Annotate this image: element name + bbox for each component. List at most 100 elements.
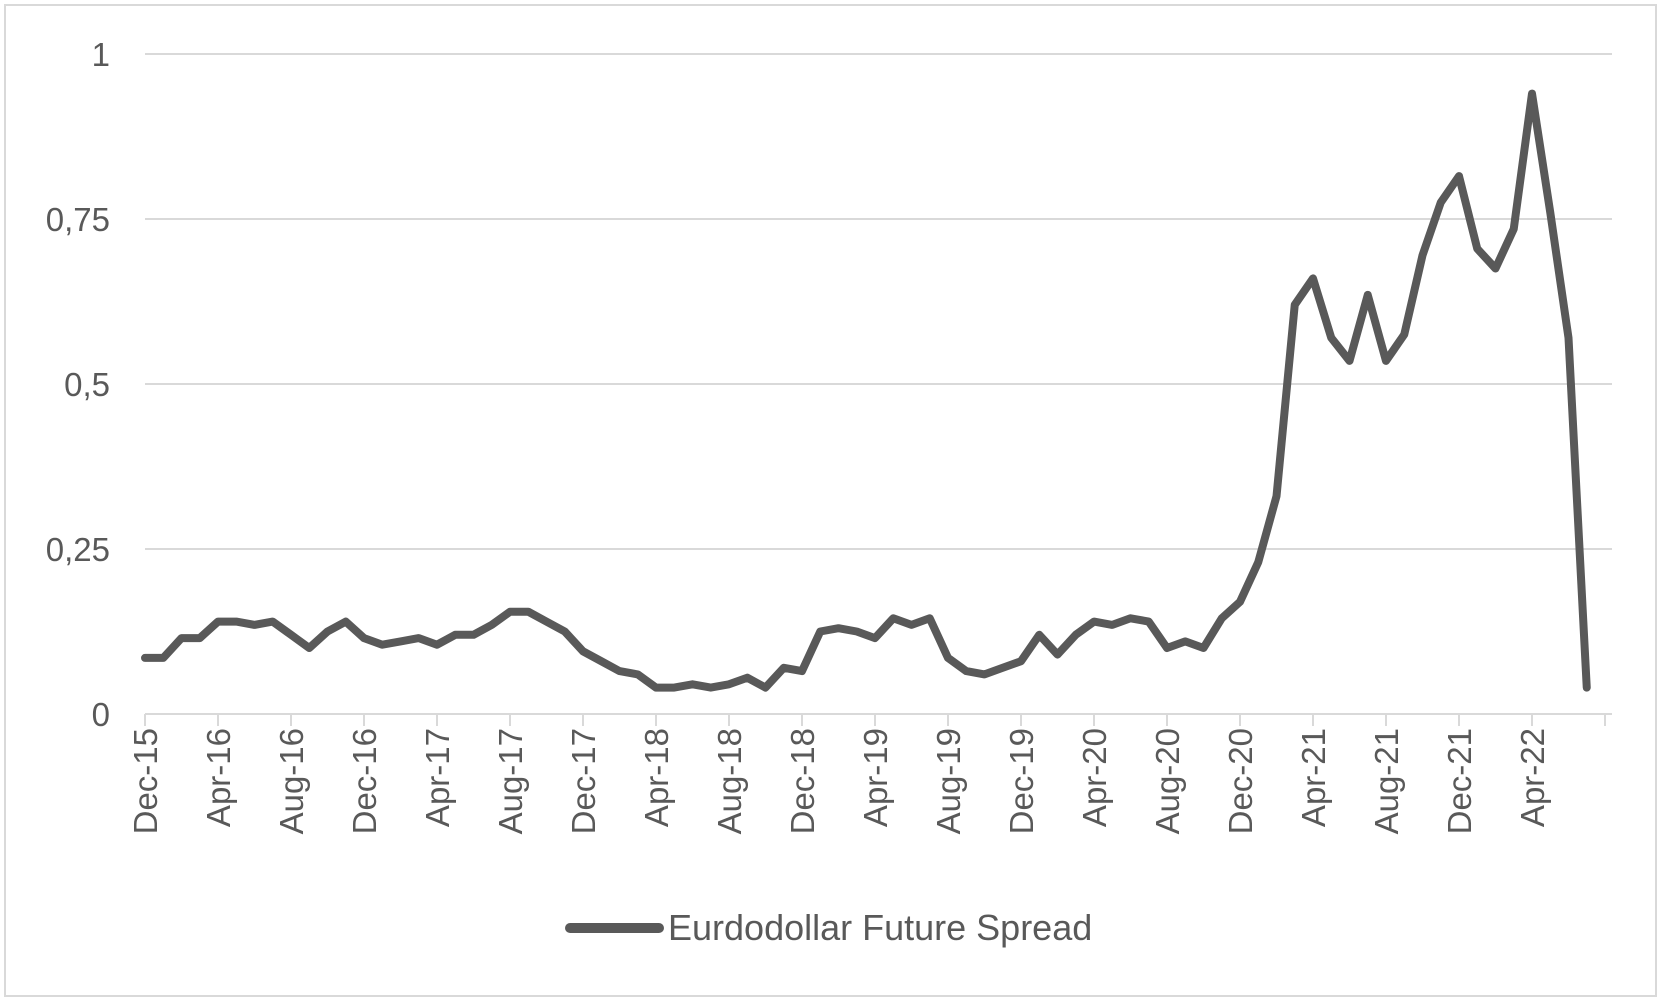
x-tick-label: Dec-17	[565, 728, 602, 834]
data-point	[306, 645, 312, 651]
data-point	[598, 658, 604, 664]
data-point	[1109, 622, 1115, 628]
data-point	[909, 622, 915, 628]
y-tick-label: 0,75	[46, 201, 110, 238]
data-point	[1292, 302, 1298, 308]
data-point	[1547, 209, 1553, 215]
data-point	[1128, 615, 1134, 621]
data-point	[1274, 493, 1280, 499]
y-tick-label: 0	[92, 696, 110, 733]
x-axis: Dec-15 Apr-16 Aug-16 Dec-16 Apr-17 Aug-17 Dec-…	[127, 713, 1612, 834]
x-tick-label: Dec-16	[346, 728, 383, 834]
data-point	[1201, 645, 1207, 651]
data-point	[744, 675, 750, 681]
data-point	[361, 635, 367, 641]
data-point	[690, 681, 696, 687]
y-tick-label: 0,25	[46, 531, 110, 568]
y-axis: 0 0,25 0,5 0,75 1	[46, 36, 110, 733]
data-point	[288, 632, 294, 638]
x-tick-label: Apr-22	[1514, 728, 1551, 827]
data-point	[1055, 652, 1061, 658]
data-point	[416, 635, 422, 641]
data-point	[854, 629, 860, 635]
data-point	[325, 629, 331, 635]
data-point	[343, 619, 349, 625]
data-point	[1036, 632, 1042, 638]
data-point	[708, 685, 714, 691]
legend: Eurdodollar Future Spread	[565, 907, 1092, 948]
data-point	[1493, 266, 1499, 272]
data-point	[1310, 275, 1316, 281]
data-point	[927, 615, 933, 621]
x-tick-label: Dec-15	[127, 728, 164, 834]
data-point	[1438, 200, 1444, 206]
data-point	[1511, 226, 1517, 232]
data-point	[580, 648, 586, 654]
x-tick-label: Dec-21	[1441, 728, 1478, 834]
data-point	[398, 638, 404, 644]
legend-label: Eurdodollar Future Spread	[668, 907, 1092, 948]
data-point	[890, 615, 896, 621]
data-point	[1566, 335, 1572, 341]
data-point	[982, 671, 988, 677]
data-point	[562, 629, 568, 635]
data-point	[1091, 619, 1097, 625]
data-point	[799, 668, 805, 674]
data-point	[1255, 559, 1261, 565]
data-point	[726, 681, 732, 687]
x-tick-label: Apr-19	[857, 728, 894, 827]
points-layer	[142, 91, 1590, 691]
data-point	[1383, 358, 1389, 364]
x-tick-label: Aug-17	[492, 728, 529, 834]
data-point	[1219, 615, 1225, 621]
data-point	[836, 625, 842, 631]
x-tick-label: Aug-18	[711, 728, 748, 834]
x-tick-label: Aug-19	[930, 728, 967, 834]
data-point	[1474, 246, 1480, 252]
x-tick-label: Aug-20	[1149, 728, 1186, 834]
x-tick-label: Apr-20	[1076, 728, 1113, 827]
data-point	[1401, 332, 1407, 338]
data-point	[781, 665, 787, 671]
data-point	[817, 629, 823, 635]
data-point	[197, 635, 203, 641]
x-tick-label: Dec-19	[1003, 728, 1040, 834]
y-tick-label: 1	[92, 36, 110, 73]
data-point	[1529, 91, 1535, 97]
data-point	[635, 671, 641, 677]
data-point	[1365, 292, 1371, 298]
data-point	[544, 619, 550, 625]
data-point	[379, 642, 385, 648]
data-point	[233, 619, 239, 625]
data-point	[525, 609, 531, 615]
data-point	[1164, 645, 1170, 651]
data-point	[270, 619, 276, 625]
data-point	[872, 635, 878, 641]
data-point	[1584, 685, 1590, 691]
data-point	[1000, 665, 1006, 671]
series-line	[141, 89, 1591, 692]
y-tick-label: 0,5	[64, 366, 110, 403]
data-point	[945, 655, 951, 661]
data-point	[507, 609, 513, 615]
data-point	[1182, 638, 1188, 644]
gridlines	[145, 53, 1612, 715]
data-point	[215, 619, 221, 625]
x-tick-label: Apr-21	[1295, 728, 1332, 827]
data-point	[252, 622, 258, 628]
data-point	[471, 632, 477, 638]
x-tick-label: Apr-16	[200, 728, 237, 827]
x-tick-label: Apr-18	[638, 728, 675, 827]
data-point	[617, 668, 623, 674]
data-point	[963, 668, 969, 674]
data-point	[160, 655, 166, 661]
data-point	[1073, 632, 1079, 638]
data-point	[671, 685, 677, 691]
x-tick-label: Dec-20	[1222, 728, 1259, 834]
data-point	[1420, 252, 1426, 258]
chart-frame	[4, 4, 1657, 997]
x-tick-label: Apr-17	[419, 728, 456, 827]
data-point	[653, 685, 659, 691]
data-point	[1328, 335, 1334, 341]
